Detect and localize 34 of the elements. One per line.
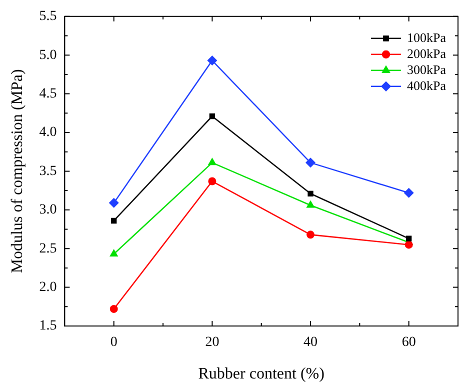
point	[306, 200, 315, 208]
point	[306, 158, 316, 168]
point	[306, 230, 315, 239]
y-tick-label: 5.0	[39, 48, 57, 63]
point	[208, 158, 217, 166]
y-tick-label: 5.5	[39, 9, 57, 24]
y-axis-title: Modulus of compression (MPa)	[8, 69, 26, 274]
x-tick-label: 0	[110, 335, 118, 350]
point	[308, 190, 314, 196]
point	[404, 240, 413, 249]
point	[207, 56, 218, 66]
point	[209, 113, 216, 120]
y-tick-label: 2.0	[39, 280, 57, 295]
y-tick-label: 3.5	[39, 164, 57, 179]
legend-label: 300kPa	[407, 62, 446, 77]
point	[406, 236, 412, 242]
y-tick-label: 3.0	[39, 202, 57, 218]
y-tick-label: 1.5	[39, 318, 57, 334]
legend-label: 100kPa	[407, 30, 446, 45]
x-tick-label: 20	[205, 335, 220, 350]
point	[111, 218, 117, 224]
point	[108, 198, 119, 208]
point	[404, 188, 414, 198]
legend-label: 400kPa	[407, 78, 446, 93]
y-tick-label: 4.5	[39, 86, 57, 102]
point	[110, 304, 118, 313]
point	[110, 249, 118, 257]
y-tick-label: 4.0	[39, 125, 57, 140]
x-tick-label: 60	[402, 335, 416, 350]
x-tick-label: 40	[304, 335, 318, 350]
legend-label: 200kPa	[407, 46, 446, 61]
y-tick-label: 2.5	[39, 241, 57, 256]
x-axis-title: Rubber content (%)	[198, 366, 324, 383]
point	[208, 177, 216, 186]
